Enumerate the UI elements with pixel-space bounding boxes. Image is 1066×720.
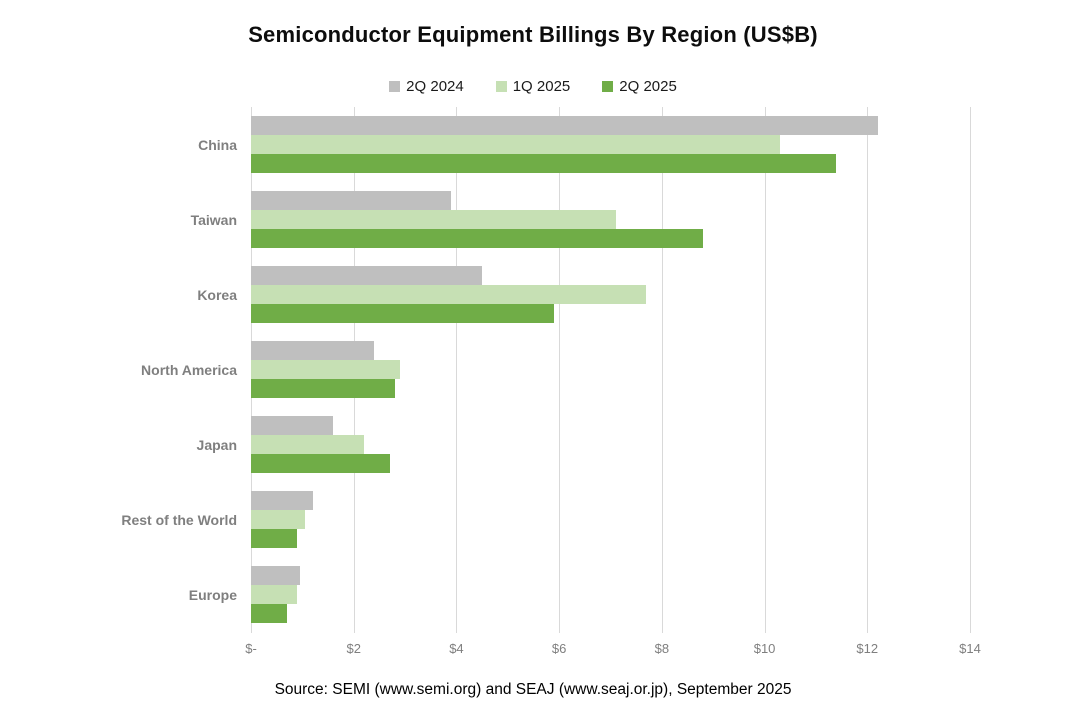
category-label: North America xyxy=(141,362,237,378)
bar-2q2024-north-america xyxy=(251,341,375,360)
gridline xyxy=(456,107,458,633)
gridline xyxy=(867,107,869,633)
category-label: Taiwan xyxy=(190,212,237,228)
category-label: Japan xyxy=(196,437,237,453)
bar-2q2025-europe xyxy=(251,604,287,623)
legend-item: 1Q 2025 xyxy=(495,78,571,95)
bar-2q2025-rest-of-the-world xyxy=(251,529,298,548)
bar-2q2025-japan xyxy=(251,454,390,473)
x-axis-tick-label: $10 xyxy=(753,641,776,656)
bar-1q2025-north-america xyxy=(251,360,400,379)
x-axis-tick-label: $6 xyxy=(551,641,567,656)
value-axis: $- $2 $4 $6 $8 $10 $12 $14 xyxy=(245,641,981,661)
bar-2q2024-europe xyxy=(251,566,300,585)
legend-swatch-icon xyxy=(495,81,507,92)
legend-label: 1Q 2025 xyxy=(512,78,571,95)
plot-area xyxy=(251,107,971,633)
legend: 2Q 2024 1Q 2025 2Q 2025 xyxy=(0,78,1066,95)
gridline xyxy=(970,107,971,633)
bar-1q2025-taiwan xyxy=(251,210,616,229)
x-axis-tick-label: $2 xyxy=(346,641,361,656)
x-axis-tick-label: $8 xyxy=(654,641,670,656)
bar-1q2025-europe xyxy=(251,585,298,604)
bar-2q2025-korea xyxy=(251,304,554,323)
bar-2q2024-china xyxy=(251,116,878,135)
category-label: Rest of the World xyxy=(121,512,237,528)
bar-2q2025-taiwan xyxy=(251,229,703,248)
x-axis-tick-label: $12 xyxy=(856,641,879,656)
category-axis: China Taiwan Korea North America Japan Rest o… xyxy=(0,107,237,633)
gridline xyxy=(764,107,766,633)
legend-item: 2Q 2025 xyxy=(602,78,677,95)
bar-2q2024-taiwan xyxy=(251,191,452,210)
chart-title: Semiconductor Equipment Billings By Regi… xyxy=(248,22,818,47)
source-note: Source: SEMI (www.semi.org) and SEAJ (ww… xyxy=(274,681,792,698)
gridline xyxy=(559,107,561,633)
legend-swatch-icon xyxy=(602,81,614,92)
bar-1q2025-china xyxy=(251,135,780,154)
bar-2q2024-japan xyxy=(251,416,334,435)
x-axis-tick-label: $- xyxy=(245,641,257,656)
category-label: China xyxy=(198,137,237,153)
bar-2q2025-china xyxy=(251,154,837,173)
x-axis-tick-label: $4 xyxy=(449,641,464,656)
legend-item: 2Q 2024 xyxy=(389,78,464,95)
bar-2q2024-korea xyxy=(251,266,483,285)
bar-1q2025-japan xyxy=(251,435,364,454)
bar-1q2025-korea xyxy=(251,285,647,304)
gridline xyxy=(661,107,663,633)
legend-swatch-icon xyxy=(389,81,401,92)
bar-1q2025-rest-of-the-world xyxy=(251,510,305,529)
x-axis-tick-label: $14 xyxy=(959,641,981,656)
bar-2q2024-rest-of-the-world xyxy=(251,491,313,510)
legend-label: 2Q 2024 xyxy=(406,78,464,95)
legend-label: 2Q 2025 xyxy=(619,78,677,95)
category-label: Korea xyxy=(197,287,237,303)
category-label: Europe xyxy=(188,587,237,603)
bar-2q2025-north-america xyxy=(251,379,395,398)
